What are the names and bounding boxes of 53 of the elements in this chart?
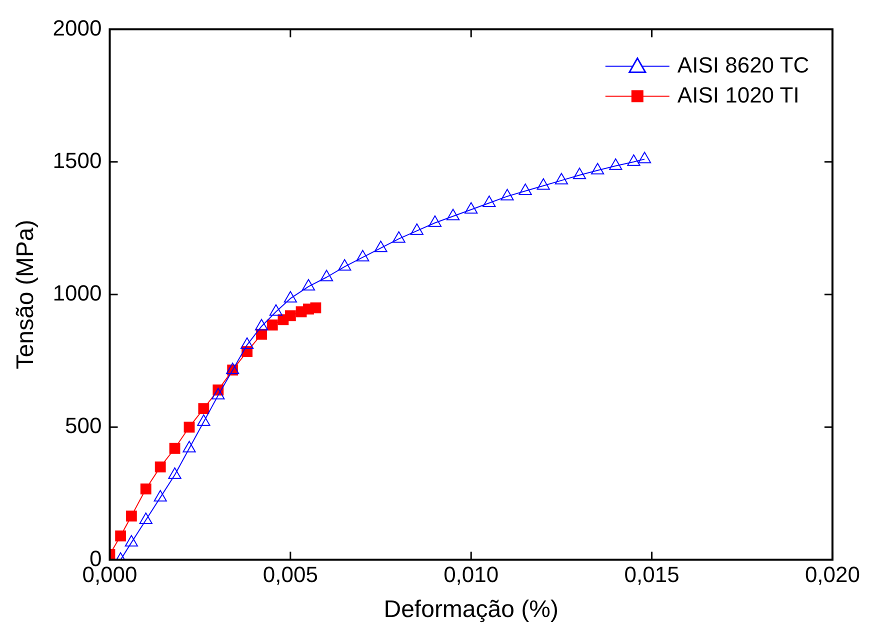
point — [269, 304, 283, 316]
x-tick-label: 0,010 — [444, 562, 499, 588]
point — [536, 178, 550, 190]
y-tick-label: 2000 — [52, 15, 102, 40]
point — [115, 530, 126, 542]
y-axis-title: Tensão (MPa) — [12, 220, 40, 370]
point — [169, 442, 180, 454]
legend-label: AISI 8620 TC — [677, 52, 810, 78]
point — [154, 490, 167, 502]
point — [284, 310, 296, 322]
point — [184, 422, 195, 433]
point — [240, 337, 254, 349]
point — [182, 440, 196, 452]
point — [139, 512, 152, 524]
point — [302, 279, 316, 291]
point — [168, 467, 182, 479]
point — [638, 152, 652, 164]
point — [310, 302, 322, 314]
y-tick-label: 1000 — [52, 280, 102, 306]
point — [482, 195, 496, 207]
point — [154, 461, 166, 472]
point — [572, 168, 586, 180]
point — [410, 223, 424, 235]
x-tick-label: 0,015 — [624, 562, 680, 588]
point — [266, 320, 278, 330]
point — [197, 414, 210, 426]
x-tick-label: 0,005 — [262, 562, 318, 588]
point — [609, 158, 622, 170]
point — [284, 290, 297, 302]
point — [464, 202, 478, 214]
point — [518, 184, 532, 196]
point — [338, 259, 352, 271]
legend-label: AISI 1020 TI — [677, 82, 800, 108]
point — [500, 188, 514, 200]
point — [428, 215, 442, 227]
y-tick-label: 1500 — [52, 148, 102, 173]
point — [198, 403, 210, 414]
point — [320, 270, 334, 282]
point — [140, 484, 152, 494]
y-tick-label: 500 — [65, 413, 102, 438]
point — [591, 162, 604, 174]
point — [554, 172, 568, 184]
point — [446, 208, 460, 220]
point — [126, 510, 137, 522]
point — [374, 240, 388, 252]
point — [627, 154, 640, 166]
point — [254, 318, 268, 330]
point — [124, 535, 138, 547]
point — [356, 250, 370, 262]
x-axis-title: Deformação (%) — [384, 596, 558, 624]
point — [392, 231, 406, 243]
point — [212, 388, 225, 400]
x-tick-label: 0,020 — [804, 562, 860, 588]
